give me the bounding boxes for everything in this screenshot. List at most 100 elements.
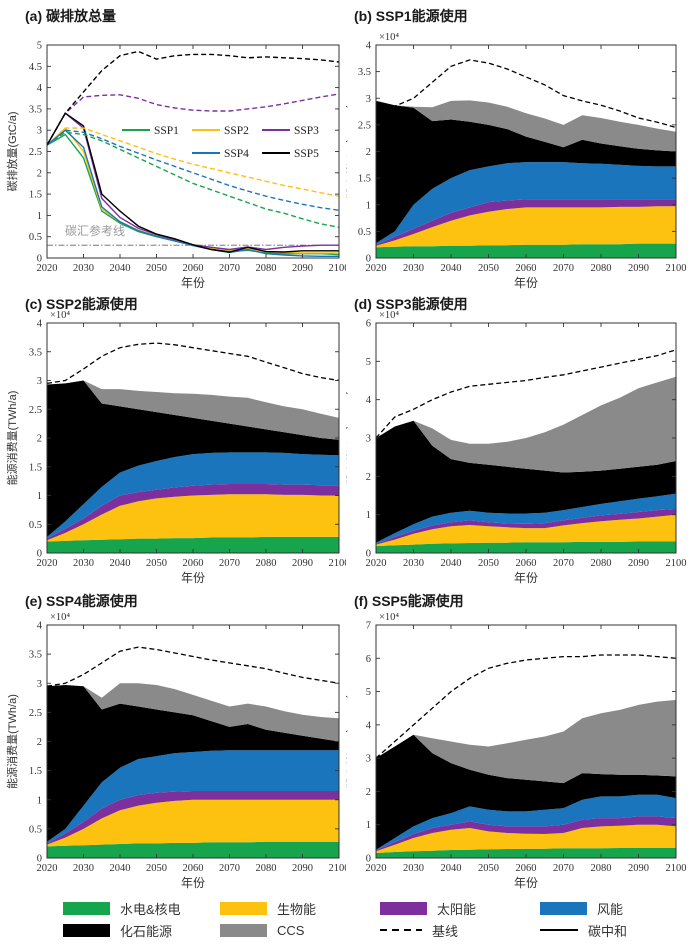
x-tick-c: 2040	[110, 558, 131, 569]
y-tick-e: 3	[37, 679, 42, 690]
x-tick-e: 2080	[256, 863, 277, 874]
carbon-sink-reference-label: 碳汇参考线	[65, 223, 125, 238]
x-tick-d: 2080	[591, 558, 612, 569]
y-tick-a: 4	[37, 83, 43, 94]
y-tick-b: 1	[366, 200, 371, 211]
area-e-black	[47, 685, 339, 842]
x-tick-e: 2050	[146, 863, 167, 874]
x-tick-a: 2030	[73, 263, 94, 274]
ccs-swatch	[220, 923, 267, 937]
x-tick-b: 2090	[628, 263, 649, 274]
x-tick-b: 2050	[478, 263, 499, 274]
ccs-label: CCS	[277, 922, 305, 938]
area-b-blue	[376, 162, 676, 245]
y-tick-b: 4	[366, 41, 372, 52]
series-a-5	[47, 131, 339, 228]
x-tick-c: 2050	[146, 558, 167, 569]
y-tick-c: 3.5	[29, 347, 42, 358]
y-tick-a: 1	[37, 211, 42, 222]
baseline-e	[47, 646, 339, 687]
y-tick-f: 1	[366, 820, 371, 831]
x-tick-b: 2060	[516, 263, 537, 274]
panel-e-title: (e) SSP4能源使用	[25, 593, 138, 609]
x-tick-f: 2100	[666, 863, 687, 874]
legend-item-bioenergy: 生物能	[220, 901, 317, 917]
y-tick-d: 5	[366, 357, 371, 368]
x-tick-a: 2100	[329, 263, 347, 274]
area-d-purple	[376, 508, 676, 545]
inner-legend-label-SSP4: SSP4	[224, 148, 249, 160]
inner-legend-label-SSP5: SSP5	[294, 148, 319, 160]
wind-label: 风能	[597, 901, 624, 917]
y-tick-f: 4	[366, 720, 372, 731]
y-tick-c: 0	[37, 549, 42, 560]
x-tick-b: 2020	[366, 263, 387, 274]
legend-item-fossil: 化石能源	[63, 923, 172, 939]
x-tick-f: 2040	[441, 863, 462, 874]
baseline-c	[47, 342, 339, 385]
x-tick-c: 2080	[256, 558, 277, 569]
ssp1-energy-chart: 2020 2030 2040 2050 2060 2070 2080 2090 2100 0 0.5…	[346, 32, 687, 290]
figure-legend: 水电&核电 生物能 太阳能 风能 化石能源 CCS 基线 碳中和	[0, 896, 692, 944]
plot-area-f	[376, 654, 676, 858]
x-tick-f: 2090	[628, 863, 649, 874]
xlabel-c: 年份	[181, 571, 205, 585]
area-f-blue	[376, 794, 676, 851]
panel-b-title: (b) SSP1能源使用	[354, 8, 468, 24]
y-tick-f: 0	[366, 854, 371, 865]
x-tick-b: 2080	[591, 263, 612, 274]
x-tick-f: 2050	[478, 863, 499, 874]
x-tick-c: 2070	[219, 558, 240, 569]
y-exponent-d: ×10⁴	[379, 310, 399, 321]
series-a-6	[47, 127, 339, 197]
x-tick-c: 2030	[73, 558, 94, 569]
x-tick-c: 2090	[292, 558, 313, 569]
x-tick-c: 2060	[183, 558, 204, 569]
y-tick-e: 0	[37, 854, 42, 865]
y-tick-a: 1.5	[29, 190, 42, 201]
bioenergy-label: 生物能	[277, 901, 317, 917]
x-tick-d: 2060	[516, 558, 537, 569]
x-tick-c: 2100	[329, 558, 347, 569]
hydro-nuclear-label: 水电&核电	[120, 901, 181, 917]
x-tick-a: 2090	[292, 263, 313, 274]
solar-label: 太阳能	[437, 901, 477, 917]
ylabel-b: 能源消费量(TWh/a)	[346, 104, 348, 199]
ssp5-energy-chart: 2020 2030 2040 2050 2060 2070 2080 2090 2100 0 1 2 3…	[346, 612, 687, 890]
y-tick-e: 4	[37, 621, 43, 632]
x-tick-e: 2060	[183, 863, 204, 874]
x-tick-b: 2040	[441, 263, 462, 274]
xlabel-f: 年份	[514, 876, 538, 890]
area-c-gray	[47, 380, 339, 440]
baseline-label: 基线	[432, 923, 459, 939]
x-tick-b: 2030	[403, 263, 424, 274]
y-exponent-e: ×10⁴	[50, 612, 70, 623]
baseline-f	[376, 654, 676, 759]
y-tick-e: 0.5	[29, 824, 42, 835]
x-tick-a: 2050	[146, 263, 167, 274]
y-tick-a: 2	[37, 168, 42, 179]
y-tick-c: 2	[37, 434, 42, 445]
baseline-line-swatch	[380, 928, 422, 932]
ylabel-f: 能源消费量(TWh/a)	[346, 694, 348, 789]
area-e-green	[47, 841, 339, 858]
plot-area-c	[47, 342, 339, 553]
y-tick-b: 1.5	[358, 174, 371, 185]
y-tick-c: 2.5	[29, 405, 42, 416]
x-tick-f: 2070	[553, 863, 574, 874]
plot-area-a	[47, 50, 339, 257]
y-tick-e: 1.5	[29, 766, 42, 777]
series-a-9	[47, 50, 339, 146]
inner-legend-label-SSP2: SSP2	[224, 125, 249, 137]
y-tick-e: 3.5	[29, 650, 42, 661]
x-tick-a: 2080	[256, 263, 277, 274]
y-tick-c: 1.5	[29, 462, 42, 473]
y-tick-b: 0	[366, 254, 371, 265]
series-a-7	[47, 93, 339, 146]
solar-swatch	[380, 901, 427, 915]
x-tick-a: 2070	[219, 263, 240, 274]
ylabel-a: 碳排放量(GtC/a)	[5, 111, 19, 191]
y-tick-f: 6	[366, 654, 371, 665]
x-tick-f: 2060	[516, 863, 537, 874]
